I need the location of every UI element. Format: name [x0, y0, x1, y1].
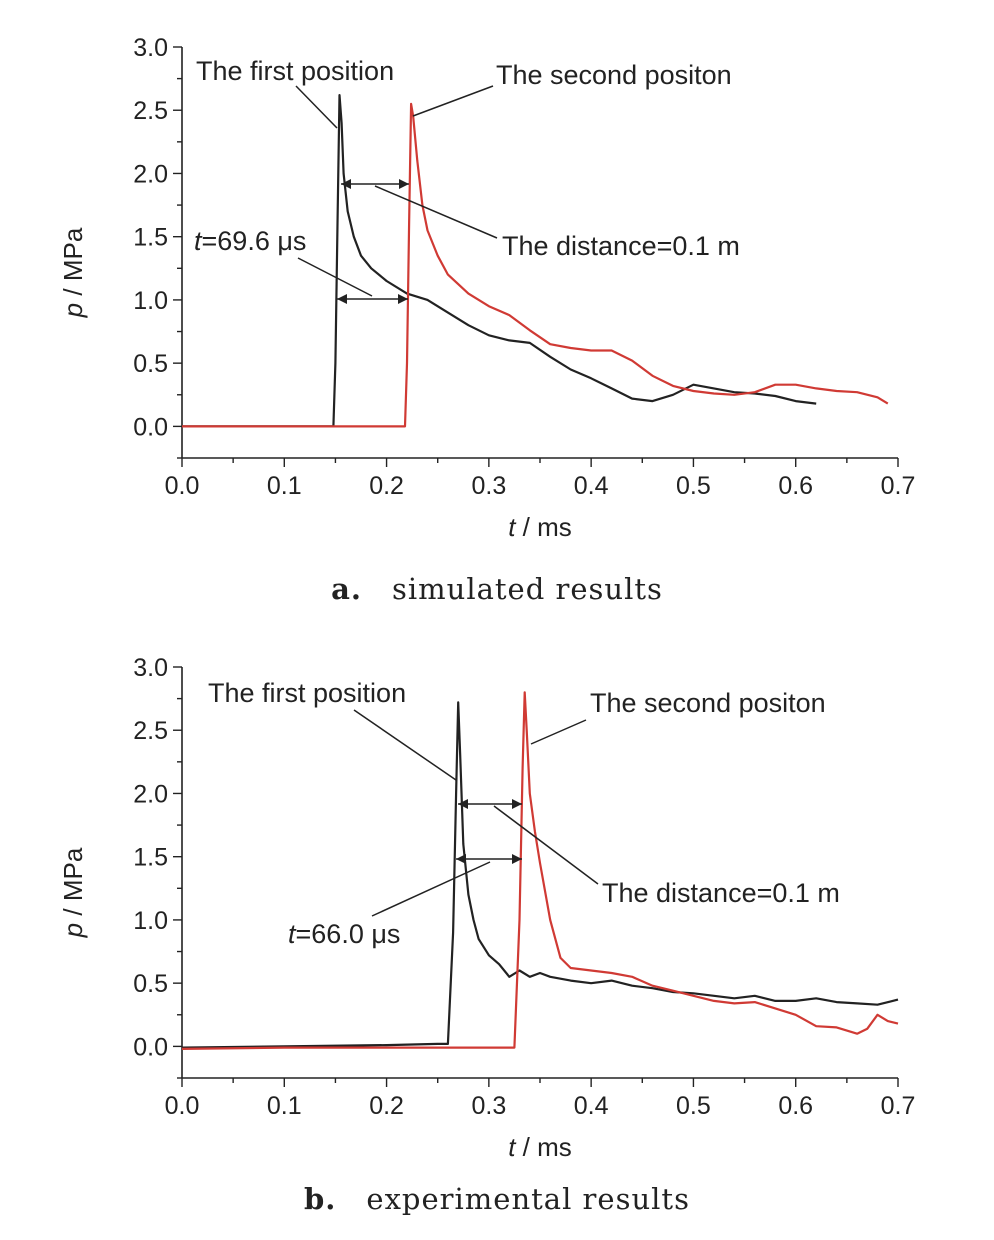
- y-tick-label: 1.5: [133, 844, 168, 872]
- caption-text: simulated results: [391, 572, 663, 606]
- series-group: [182, 93, 889, 428]
- y-tick-label: 2.5: [133, 97, 168, 125]
- axes: 0.0 0.1 0.2 0.3 0.4 0.5 0.6 0.7 0.0 0.5 1.0 1.5 2.0 2…: [58, 654, 915, 1162]
- chart-panel-experimental: 0.0 0.1 0.2 0.3 0.4 0.5 0.6 0.7 0.0 0.5 1.0 1.5 2.0 2…: [0, 620, 994, 1240]
- y-tick-label: 3.0: [133, 654, 168, 682]
- series-line-second-position: [182, 102, 889, 428]
- x-tick-label: 0.3: [471, 472, 506, 500]
- x-tick-label: 0.4: [574, 472, 609, 500]
- caption-letter: b.: [304, 1182, 337, 1216]
- chart-experimental: 0.0 0.1 0.2 0.3 0.4 0.5 0.6 0.7 0.0 0.5 1.0 1.5 2.0 2…: [58, 654, 915, 1162]
- y-tick-label: 1.5: [133, 224, 168, 252]
- annotation-first-pointer: [353, 709, 457, 781]
- annotation-first-position: The first position: [196, 56, 394, 86]
- x-tick-label: 0.4: [574, 1092, 609, 1120]
- y-tick-label: 2.0: [133, 780, 168, 808]
- x-tick-label: 0.5: [676, 472, 711, 500]
- y-tick-label: 0.5: [133, 350, 168, 378]
- annotation-distance-pointer: [374, 185, 498, 239]
- annotation-time: t=66.0 μs: [288, 919, 400, 949]
- x-tick-label: 0.0: [165, 472, 200, 500]
- x-tick-label: 0.7: [881, 1092, 916, 1120]
- annotation-distance-pointer: [493, 805, 599, 885]
- y-tick-label: 1.0: [133, 287, 168, 315]
- series-line-first-position: [182, 93, 817, 428]
- y-tick-label: 0.0: [133, 1033, 168, 1061]
- chart-simulated: 0.0 0.1 0.2 0.3 0.4 0.5 0.6 0.7 0.0 0.5 1.0 1.5 2.0 2…: [58, 34, 915, 542]
- annotation-second-position: The second positon: [496, 60, 732, 90]
- y-tick-label: 2.5: [133, 717, 168, 745]
- x-tick-label: 0.5: [676, 1092, 711, 1120]
- annotations: The first position The second positon Th…: [194, 56, 740, 304]
- x-tick-label: 0.0: [165, 1092, 200, 1120]
- x-axis-label: t / ms: [508, 512, 572, 542]
- annotation-time: t=69.6 μs: [194, 226, 306, 256]
- y-tick-label: 0.5: [133, 970, 168, 998]
- x-tick-label: 0.6: [778, 1092, 813, 1120]
- caption-text: experimental results: [366, 1182, 690, 1216]
- annotation-first-pointer: [295, 85, 338, 129]
- caption-a: a. simulated results: [0, 572, 994, 606]
- annotations: The first position The second positon Th…: [208, 678, 840, 949]
- annotation-second-position: The second positon: [590, 688, 826, 718]
- x-tick-label: 0.2: [369, 1092, 404, 1120]
- y-axis-label: p / MPa: [58, 847, 88, 938]
- annotation-second-pointer: [412, 85, 494, 117]
- y-tick-label: 0.0: [133, 413, 168, 441]
- caption-letter: a.: [331, 572, 362, 606]
- y-tick-label: 1.0: [133, 907, 168, 935]
- x-tick-label: 0.1: [267, 472, 302, 500]
- x-tick-label: 0.6: [778, 472, 813, 500]
- chart-panel-simulated: 0.0 0.1 0.2 0.3 0.4 0.5 0.6 0.7 0.0 0.5 1.0 1.5 2.0 2…: [0, 34, 994, 606]
- annotation-time-pointer: [297, 257, 373, 297]
- annotation-distance: The distance=0.1 m: [602, 878, 840, 908]
- annotation-first-position: The first position: [208, 678, 406, 708]
- y-axis-label: p / MPa: [58, 227, 88, 318]
- x-tick-label: 0.2: [369, 472, 404, 500]
- x-tick-label: 0.7: [881, 472, 916, 500]
- axes: 0.0 0.1 0.2 0.3 0.4 0.5 0.6 0.7 0.0 0.5 1.0 1.5 2.0 2…: [58, 34, 915, 542]
- x-tick-label: 0.3: [471, 1092, 506, 1120]
- series-group: [181, 691, 899, 1050]
- annotation-time-pointer: [371, 861, 491, 917]
- x-tick-label: 0.1: [267, 1092, 302, 1120]
- caption-b: b. experimental results: [0, 1182, 994, 1216]
- series-line-first-position: [181, 701, 899, 1049]
- y-tick-label: 3.0: [133, 34, 168, 62]
- annotation-distance: The distance=0.1 m: [502, 231, 740, 261]
- annotation-second-pointer: [530, 719, 587, 745]
- y-tick-label: 2.0: [133, 160, 168, 188]
- series-line-second-position: [181, 691, 899, 1050]
- x-axis-label: t / ms: [508, 1132, 572, 1162]
